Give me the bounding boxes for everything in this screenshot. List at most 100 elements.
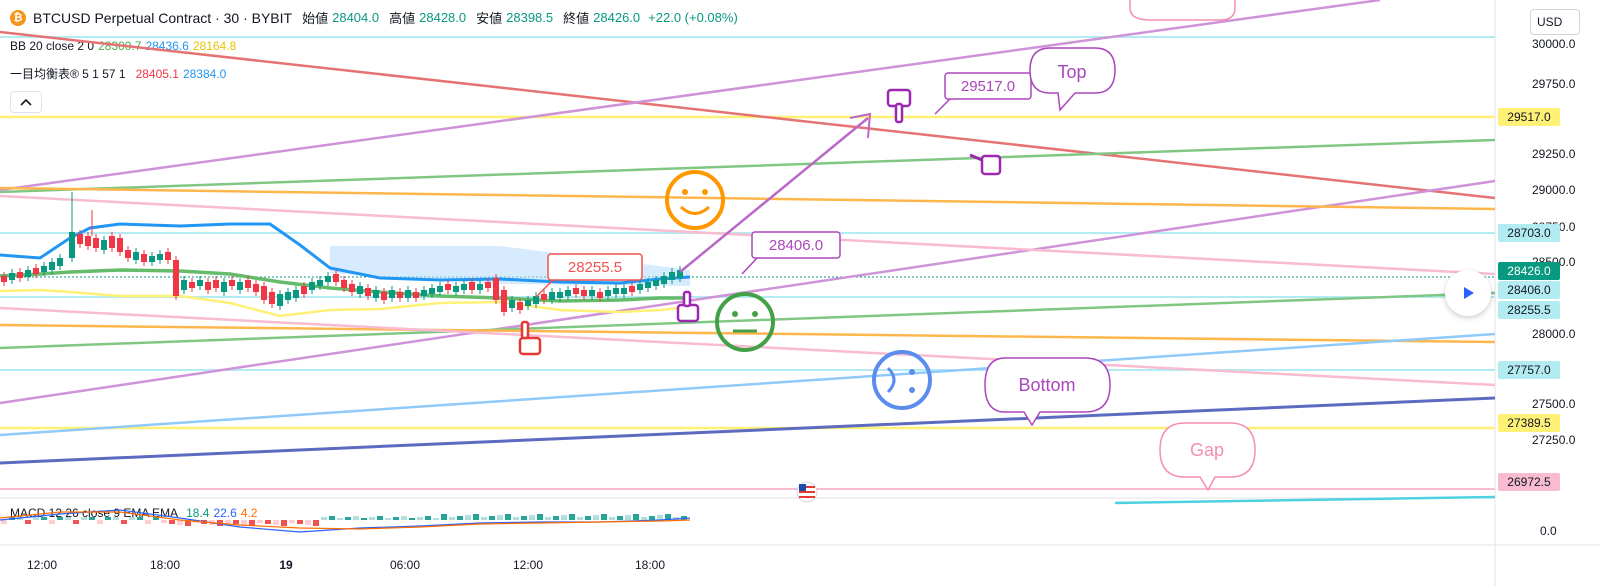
callout-partial-top[interactable]: [1129, 0, 1236, 21]
trendline-green-upper[interactable]: [0, 138, 1496, 194]
candle-body: [517, 302, 523, 310]
macd-bar: [185, 520, 191, 526]
macd-bar: [137, 517, 143, 520]
currency-selector[interactable]: USD: [1530, 9, 1580, 35]
macd-bar: [505, 514, 511, 520]
candle-body: [117, 238, 123, 252]
trendline-orange-upper[interactable]: [0, 186, 1496, 211]
trendline-purple-lower[interactable]: [0, 179, 1496, 405]
candle-body: [365, 288, 371, 296]
macd-bar: [473, 514, 479, 520]
trendline-navy[interactable]: [0, 396, 1496, 465]
time-axis[interactable]: 12:00 18:00 19 06:00 12:00 18:00: [27, 558, 665, 572]
macd-bar: [121, 520, 127, 524]
macd-bar: [577, 517, 583, 520]
candle-body: [173, 260, 179, 296]
candlestick-series: [1, 192, 683, 316]
trendline-pink-upper[interactable]: [0, 194, 1496, 276]
candle-body: [533, 296, 539, 304]
scroll-to-realtime-button[interactable]: [1445, 270, 1491, 316]
us-flag-icon[interactable]: [796, 481, 818, 503]
high-label: 高値: [389, 11, 416, 26]
candle-body: [237, 282, 243, 290]
candle-body: [1, 276, 7, 282]
ichimoku-legend[interactable]: 一目均衡表® 5 1 57 1 28405.1 28384.0: [10, 65, 226, 82]
trendline-orange-lower[interactable]: [0, 323, 1496, 344]
pointing-hand-icon[interactable]: [969, 153, 1002, 176]
macd-bar: [521, 516, 527, 520]
bb-lower-line: [0, 288, 691, 318]
pointing-hand-icon[interactable]: [518, 320, 542, 356]
callout-top[interactable]: Top: [1029, 47, 1116, 112]
macd-bar: [353, 516, 359, 520]
price-axis[interactable]: 30000.029750.029250.029000.028750.028500…: [1532, 37, 1576, 447]
candle-body: [541, 294, 547, 300]
price-label-28406[interactable]: 28406.0: [741, 231, 841, 275]
candle-body: [57, 258, 63, 266]
trendline-purple-upper[interactable]: [0, 0, 1381, 192]
price-label-29517-text: 29517.0: [961, 78, 1015, 95]
candle-body: [109, 236, 115, 248]
macd-signal-line: [0, 511, 691, 530]
candle-body: [381, 292, 387, 300]
symbol-title[interactable]: BTCUSD Perpetual Contract · 30 · BYBIT: [33, 9, 293, 26]
callout-bottom[interactable]: Bottom: [984, 357, 1111, 427]
time-tick: 12:00: [513, 558, 543, 572]
callout-top-text: Top: [1057, 62, 1086, 82]
macd-bar: [89, 517, 95, 520]
candle-body: [509, 300, 515, 308]
trendline-green-lower[interactable]: [0, 291, 1496, 350]
macd-label: MACD 12 26 close 9 EMA EMA: [10, 506, 179, 520]
candle-body: [485, 282, 491, 288]
macd-bar: [649, 516, 655, 520]
price-label-29517[interactable]: 29517.0: [934, 72, 1032, 115]
trendline-cyan-macd[interactable]: [1114, 495, 1496, 505]
candle-body: [613, 288, 619, 294]
macd-bar: [361, 518, 367, 520]
chevron-up-icon: [20, 98, 32, 106]
candle-body: [445, 284, 451, 290]
price-axis-box-label: 28255.5: [1507, 303, 1551, 317]
pointing-hand-icon[interactable]: [886, 88, 912, 124]
price-tick: 27250.0: [1532, 433, 1576, 447]
callout-gap-text: Gap: [1190, 440, 1224, 460]
happy-emoji-icon[interactable]: [665, 170, 725, 230]
callout-gap[interactable]: Gap: [1159, 422, 1256, 492]
macd-legend[interactable]: MACD 12 26 close 9 EMA EMA 18.4 22.6 4.2: [10, 506, 257, 520]
trendline-lightblue[interactable]: [0, 332, 1496, 437]
macd-bar: [161, 520, 167, 523]
macd-bar: [401, 516, 407, 520]
macd-bar: [425, 516, 431, 520]
pointing-hand-icon[interactable]: [676, 290, 700, 323]
neutral-emoji-icon[interactable]: [715, 292, 775, 352]
candle-body: [197, 280, 203, 286]
macd-bar: [569, 514, 575, 520]
candle-body: [277, 294, 283, 306]
trendline-red[interactable]: [0, 30, 1496, 200]
candle-body: [461, 284, 467, 290]
candle-body: [165, 252, 171, 260]
candle-body: [205, 282, 211, 290]
candle-body: [301, 286, 307, 294]
candle-body: [405, 290, 411, 298]
macd-bar: [25, 520, 31, 524]
price-axis-box: 28703.0: [1498, 224, 1560, 242]
macd-bar: [377, 516, 383, 520]
candle-body: [149, 256, 155, 262]
candle-body: [261, 286, 267, 300]
trend-arrow[interactable]: [679, 117, 869, 273]
candle-body: [341, 280, 347, 288]
close-value: 28426.0: [593, 10, 641, 25]
price-label-28255[interactable]: 28255.5: [535, 253, 643, 298]
price-axis-box-label: 27757.0: [1507, 363, 1551, 377]
price-label-28406-text: 28406.0: [769, 237, 823, 254]
collapse-legend-button[interactable]: [10, 91, 42, 113]
macd-bar: [609, 517, 615, 520]
confused-emoji-icon[interactable]: [872, 350, 932, 410]
candle-body: [525, 300, 531, 306]
macd-bar: [345, 517, 351, 520]
macd-bar: [81, 517, 87, 520]
trendline-pink-lower[interactable]: [0, 306, 1496, 387]
macd-bar: [257, 520, 263, 523]
